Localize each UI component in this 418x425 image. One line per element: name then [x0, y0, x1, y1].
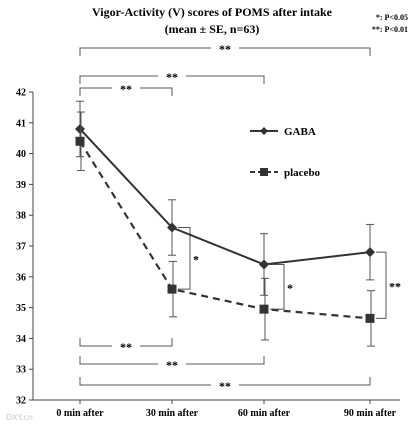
- data-point-gaba: [167, 222, 177, 233]
- significance-label: **: [120, 340, 132, 354]
- y-tick-label: 42: [16, 88, 26, 99]
- bracket-label-bg: [211, 378, 239, 391]
- data-point-gaba: [365, 247, 375, 258]
- plot-area: 32 33 34 35 36 37 38 39 40 41 42 0 min after 30 min …: [16, 41, 401, 419]
- chart-title: Vigor-Activity (V) scores of POMS after …: [92, 5, 333, 19]
- bracket-label-bg: [158, 357, 186, 370]
- significance-legend-double: **: P<0.01: [372, 25, 408, 34]
- legend-label-gaba: GABA: [284, 126, 316, 138]
- legend-marker-placebo: [260, 168, 268, 176]
- legend-label-placebo: placebo: [284, 167, 321, 179]
- watermark: DXY.cn: [6, 413, 33, 422]
- y-tick-label: 41: [16, 118, 26, 129]
- y-tick-label: 39: [16, 180, 26, 191]
- significance-label: **: [166, 358, 178, 372]
- y-tick-label: 34: [16, 334, 26, 345]
- group-comparison-bracket: [178, 227, 191, 290]
- y-tick-label: 40: [16, 149, 26, 160]
- bracket-label-bg: [211, 41, 239, 54]
- significance-legend-single: *: P<0.05: [376, 13, 408, 22]
- x-tick-label: 90 min after: [344, 408, 397, 419]
- group-comparison-bracket: [376, 251, 387, 319]
- series-line-placebo: [79, 140, 371, 320]
- y-tick-label: 36: [16, 272, 26, 283]
- data-point-placebo: [167, 284, 177, 294]
- bracket-label-bg: [158, 69, 186, 82]
- data-point-gaba: [259, 259, 269, 270]
- y-tick-label: 32: [16, 396, 26, 407]
- y-tick-label: 35: [16, 303, 26, 314]
- group-comparison-label: *: [193, 252, 199, 266]
- group-comparison-bracket: [270, 263, 285, 310]
- group-comparison-label: **: [389, 279, 401, 293]
- x-tick-label: 30 min after: [146, 408, 199, 419]
- x-tick-label: 0 min after: [56, 408, 104, 419]
- y-tick-label: 38: [16, 211, 26, 222]
- legend-marker-gaba: [260, 127, 268, 135]
- bracket-label-bg: [112, 81, 140, 94]
- group-comparison-label: *: [287, 281, 293, 295]
- data-point-placebo: [259, 304, 269, 314]
- y-tick-label: 37: [16, 242, 26, 253]
- data-point-placebo: [75, 136, 85, 146]
- series-line-gaba: [79, 128, 371, 266]
- chart-subtitle: (mean ± SE, n=63): [165, 22, 260, 36]
- significance-label: **: [219, 42, 231, 56]
- bracket-label-bg: [112, 339, 140, 352]
- x-tick-label: 60 min after: [238, 408, 291, 419]
- significance-label: **: [219, 379, 231, 393]
- significance-label: **: [166, 70, 178, 84]
- significance-label: **: [120, 82, 132, 96]
- y-tick-label: 33: [16, 365, 26, 376]
- data-point-gaba: [75, 123, 85, 134]
- data-point-placebo: [365, 313, 375, 323]
